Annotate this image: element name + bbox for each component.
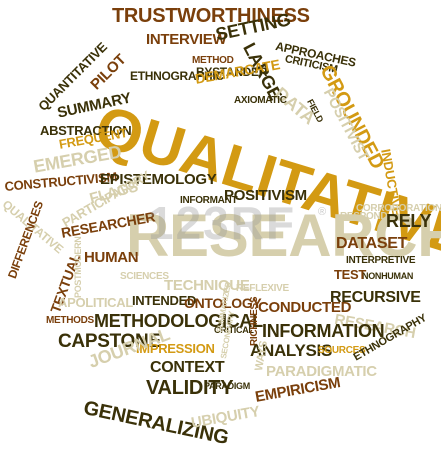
word-bystander: BYSTANDER bbox=[196, 65, 268, 79]
word-impression: IMPRESSION bbox=[136, 341, 215, 356]
word-richness: RICHNESS bbox=[249, 296, 260, 346]
word-trustworthiness: TRUSTWORTHINESS bbox=[112, 5, 310, 27]
word-validity: VALIDITY bbox=[146, 377, 234, 399]
word-intended: INTENDED bbox=[132, 293, 197, 308]
word-interview: INTERVIEW bbox=[146, 31, 227, 48]
word-dataset: DATASET bbox=[336, 235, 408, 252]
word-informant: INFORMANT bbox=[180, 195, 238, 206]
word-paradigmatic: PARADIGMATIC bbox=[266, 363, 377, 380]
word-test: TEST bbox=[334, 267, 367, 282]
word-reflexive: REFLEXIVE bbox=[236, 283, 289, 294]
word-method: METHOD bbox=[192, 55, 234, 66]
word-sciences: SCIENCES bbox=[120, 271, 169, 282]
watermark-registered-mark: ® bbox=[318, 206, 327, 218]
word-technique: TECHNIQUE bbox=[164, 277, 250, 294]
word-postmodern: POSTMODERN bbox=[73, 236, 83, 298]
word-rely: RELY bbox=[386, 211, 432, 231]
word-epistemology: EPISTEMOLOGY bbox=[100, 171, 217, 188]
word-respond: RESPOND bbox=[340, 211, 388, 222]
word-positivism: POSITIVISM bbox=[224, 187, 307, 204]
word-methodological: METHODOLOGICAL bbox=[94, 311, 263, 331]
word-apolitical: APOLITICAL bbox=[58, 295, 133, 310]
word-corroboration: CORROBORATION bbox=[356, 203, 441, 214]
word-axiomatic: AXIOMATIC bbox=[234, 95, 287, 106]
watermark: 123RF bbox=[148, 197, 297, 249]
word-capstone: CAPSTONE bbox=[58, 331, 161, 352]
word-paradigm: PARADIGM bbox=[204, 381, 250, 391]
word-critical: CRITICAL bbox=[214, 325, 254, 335]
word-human: HUMAN bbox=[84, 249, 139, 266]
word-interpretive: INTERPRETIVE bbox=[346, 255, 416, 266]
word-abstraction: ABSTRACTION bbox=[40, 123, 132, 138]
word-context: CONTEXT bbox=[150, 359, 225, 376]
word-information: INFORMATION bbox=[262, 321, 385, 341]
word-research-main: RESEARCH bbox=[126, 202, 441, 269]
word-methods: METHODS bbox=[46, 315, 94, 326]
word-analysis: ANALYSIS bbox=[250, 341, 332, 360]
word-ethnographic: ETHNOGRAPHIC bbox=[130, 69, 224, 83]
word-recursive: RECURSIVE bbox=[330, 289, 421, 306]
word-ontology: ONTOLOGY bbox=[184, 295, 262, 311]
word-conducted: CONDUCTED bbox=[258, 299, 352, 316]
word-sources: SOURCES bbox=[318, 345, 366, 356]
word-nonhuman: NONHUMAN bbox=[362, 271, 414, 281]
